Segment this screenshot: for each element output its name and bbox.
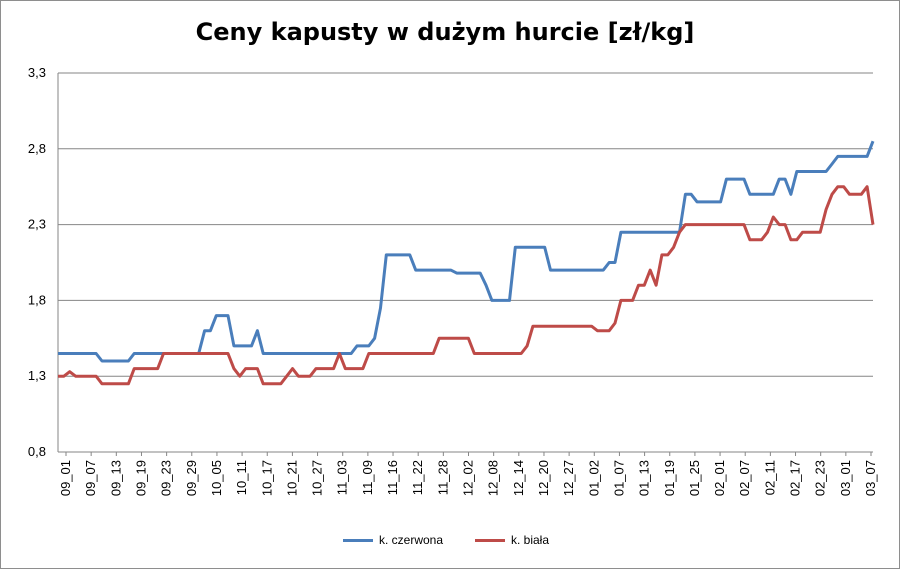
x-tick-label: 11_28: [435, 460, 450, 495]
x-tick-label: 01_07: [611, 460, 626, 496]
chart-title: Ceny kapusty w dużym hurcie [zł/kg]: [195, 18, 695, 46]
x-tick-label: 11_22: [410, 460, 425, 495]
x-tick-label: 09_23: [159, 460, 174, 496]
y-tick-label: 2,8: [28, 141, 46, 156]
y-tick-label: 1,3: [28, 368, 46, 383]
x-tick-label: 09_19: [133, 460, 148, 496]
y-tick-label: 1,8: [28, 292, 46, 307]
x-tick-label: 09_07: [83, 460, 98, 496]
x-tick-label: 02_17: [788, 460, 803, 496]
series-line-0: [58, 140, 875, 363]
x-tick-label: 02_07: [737, 460, 752, 496]
x-tick-label: 02_23: [813, 460, 828, 496]
chart-legend: k. czerwona k. biała: [0, 533, 900, 553]
x-tick-label: 09_29: [184, 460, 199, 496]
y-tick-label: 3,3: [28, 65, 46, 80]
x-tick-label: 09_01: [58, 460, 73, 496]
x-tick-label: 12_14: [511, 460, 526, 496]
legend-swatch-k-czerwona: [343, 538, 373, 542]
x-tick-label: 12_27: [561, 460, 576, 496]
x-tick-label: 03_07: [863, 460, 878, 496]
y-tick-label: 0,8: [28, 444, 46, 459]
legend-item-k-biala: k. biała: [475, 533, 549, 547]
x-tick-label: 01_02: [586, 460, 601, 496]
legend-label-k-czerwona: k. czerwona: [379, 533, 444, 547]
legend-label-k-biala: k. biała: [511, 533, 550, 547]
x-tick-label: 03_01: [838, 460, 853, 496]
x-tick-label: 01_19: [662, 460, 677, 496]
x-tick-label: 11_03: [335, 460, 350, 495]
legend-item-k-czerwona: k. czerwona: [343, 533, 443, 547]
x-tick-label: 12_20: [536, 460, 551, 496]
x-tick-label: 10_27: [310, 460, 325, 496]
x-tick-label: 12_02: [461, 460, 476, 496]
x-tick-label: 02_01: [712, 460, 727, 496]
x-tick-label: 11_16: [385, 460, 400, 495]
x-tick-label: 11_09: [360, 460, 375, 495]
x-tick-label: 10_05: [209, 460, 224, 496]
x-tick-label: 09_13: [108, 460, 123, 496]
x-tick-label: 01_25: [687, 460, 702, 496]
x-tick-label: 10_17: [259, 460, 274, 496]
x-tick-label: 12_08: [486, 460, 501, 496]
legend-swatch-k-biala: [475, 538, 505, 542]
x-tick-label: 10_11: [234, 460, 249, 495]
y-tick-label: 2,3: [28, 217, 46, 232]
x-tick-label: 01_13: [637, 460, 652, 496]
series-line-1: [58, 185, 875, 386]
x-tick-label: 02_11: [762, 460, 777, 495]
x-tick-label: 10_21: [284, 460, 299, 496]
